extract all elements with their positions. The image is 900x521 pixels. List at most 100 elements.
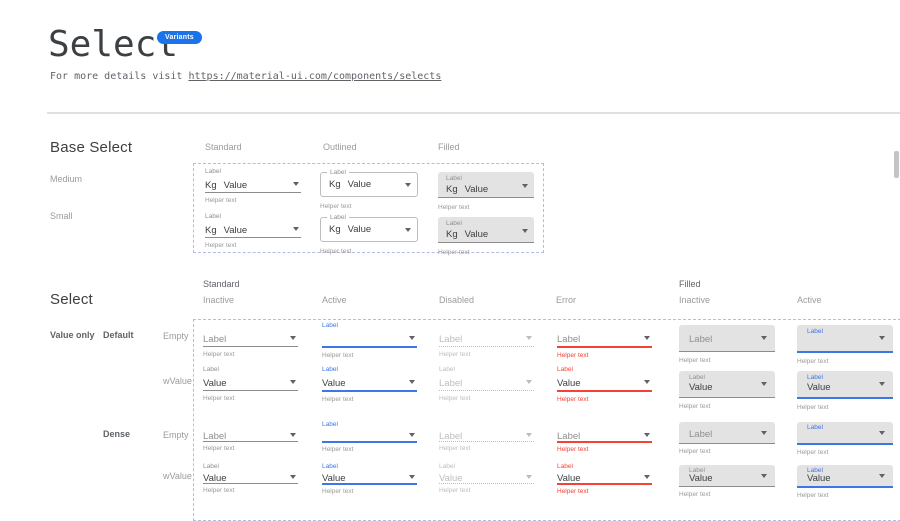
- dropdown-caret-icon: [293, 182, 299, 186]
- select-control[interactable]: Kg Value: [205, 221, 301, 238]
- column-header-std-inactive: Inactive: [203, 295, 235, 305]
- helper-text: Helper text: [797, 492, 829, 499]
- base-select-standard-small: Label Kg Value Helper text: [205, 213, 301, 249]
- select-control[interactable]: Label Kg Value: [320, 214, 418, 242]
- select-value: Label: [689, 429, 713, 440]
- base-select-spec-frame: [193, 163, 544, 253]
- select-control[interactable]: Value: [557, 374, 652, 392]
- select-standard-disabled-default-wvalue: Label Label Helper text: [439, 366, 534, 402]
- helper-text: Helper text: [322, 446, 354, 453]
- select-control[interactable]: Label Kg Value: [438, 172, 534, 198]
- field-label: Label: [446, 220, 462, 227]
- select-filled-inactive-default-empty: Label Helper text: [679, 325, 775, 364]
- select-control[interactable]: Label Value: [797, 371, 893, 399]
- field-label: Label: [807, 467, 823, 474]
- select-control[interactable]: Label: [679, 422, 775, 444]
- select-control[interactable]: Value: [322, 374, 417, 392]
- select-control[interactable]: Label: [557, 330, 652, 348]
- select-control[interactable]: Value: [557, 470, 652, 485]
- select-standard-inactive-dense-empty: Label Helper text: [203, 421, 298, 452]
- select-value: Value: [807, 473, 831, 484]
- vertical-scrollbar-thumb[interactable]: [894, 151, 899, 178]
- select-value: Value: [203, 473, 227, 484]
- helper-text: Helper text: [557, 396, 589, 403]
- select-value: Value: [223, 180, 248, 191]
- select-value: Value: [347, 179, 372, 190]
- dropdown-caret-icon: [290, 380, 296, 384]
- select-control[interactable]: Label Kg Value: [320, 169, 418, 197]
- helper-text: Helper text: [557, 352, 589, 359]
- select-value: Value: [557, 473, 581, 484]
- select-value: Kg Value: [446, 184, 489, 195]
- value-adornment: Kg: [205, 225, 217, 236]
- field-label: [203, 421, 298, 428]
- column-header-standard: Standard: [205, 142, 242, 152]
- dropdown-caret-icon: [761, 474, 767, 478]
- base-select-standard-medium: Label Kg Value Helper text: [205, 168, 301, 204]
- select-control[interactable]: Label: [203, 428, 298, 442]
- select-control[interactable]: Kg Value: [205, 176, 301, 193]
- select-control[interactable]: Label Value: [679, 371, 775, 398]
- select-standard-inactive-default-empty: Label Helper text: [203, 322, 298, 358]
- column-header-filled: Filled: [438, 142, 460, 152]
- select-control[interactable]: Label Kg Value: [438, 217, 534, 243]
- field-label: Label: [439, 366, 455, 373]
- helper-text: Helper text: [203, 445, 235, 452]
- select-control[interactable]: [322, 330, 417, 348]
- field-label: Label: [322, 366, 338, 373]
- field-label: Label: [689, 467, 705, 474]
- select-heading: Select: [50, 291, 93, 308]
- select-value: Value: [203, 378, 227, 389]
- select-control[interactable]: Label Value: [679, 465, 775, 487]
- field-label: Label: [557, 463, 573, 470]
- dropdown-caret-icon: [761, 336, 767, 340]
- helper-text: Helper text: [438, 204, 470, 211]
- row-header-medium: Medium: [50, 174, 83, 184]
- select-control[interactable]: Label: [797, 325, 893, 353]
- column-header-filled-inactive: Inactive: [679, 295, 711, 305]
- helper-text: Helper text: [797, 358, 829, 365]
- group-header-filled: Filled: [679, 279, 701, 289]
- row-label-empty-default: Empty: [163, 331, 189, 341]
- select-filled-inactive-dense-wvalue: Label Value Helper text: [679, 465, 775, 498]
- dropdown-caret-icon: [405, 183, 411, 187]
- select-control[interactable]: Value: [203, 470, 298, 484]
- select-control[interactable]: Value: [322, 470, 417, 485]
- select-control[interactable]: Value: [439, 470, 534, 484]
- details-link[interactable]: https://material-ui.com/components/selec…: [188, 71, 442, 82]
- select-control[interactable]: Label: [439, 374, 534, 391]
- helper-text: Helper text: [679, 403, 711, 410]
- field-label: Label: [439, 463, 455, 470]
- select-control[interactable]: Label: [679, 325, 775, 352]
- field-label: Label: [689, 374, 705, 381]
- select-control[interactable]: [322, 428, 417, 443]
- column-header-filled-active: Active: [797, 295, 822, 305]
- helper-text: Helper text: [439, 395, 471, 402]
- select-control[interactable]: Value: [203, 374, 298, 391]
- select-filled-active-default-wvalue: Label Value Helper text: [797, 371, 893, 411]
- select-value: Value: [807, 382, 831, 393]
- select-control[interactable]: Label: [797, 422, 893, 445]
- select-standard-active-dense-wvalue: Label Value Helper text: [322, 463, 417, 495]
- helper-text: Helper text: [439, 445, 471, 452]
- dropdown-caret-icon: [290, 336, 296, 340]
- select-control[interactable]: Label: [203, 330, 298, 347]
- field-label: Label: [205, 213, 221, 220]
- helper-text: Helper text: [679, 491, 711, 498]
- helper-text: Helper text: [679, 357, 711, 364]
- select-standard-active-default-empty: Label Helper text: [322, 322, 417, 359]
- select-value: Label: [439, 334, 463, 345]
- select-control[interactable]: Label Value: [797, 465, 893, 488]
- dropdown-caret-icon: [879, 336, 885, 340]
- field-label: [203, 322, 298, 330]
- dropdown-caret-icon: [409, 336, 415, 340]
- base-select-filled-small: Label Kg Value Helper text: [438, 217, 534, 256]
- select-spec-frame: [193, 319, 900, 521]
- dropdown-caret-icon: [293, 227, 299, 231]
- select-control[interactable]: Label: [439, 428, 534, 442]
- select-value: Value: [689, 382, 713, 393]
- select-standard-inactive-default-wvalue: Label Value Helper text: [203, 366, 298, 402]
- select-control[interactable]: Label: [557, 428, 652, 443]
- field-label: Label: [807, 424, 823, 431]
- select-control[interactable]: Label: [439, 330, 534, 347]
